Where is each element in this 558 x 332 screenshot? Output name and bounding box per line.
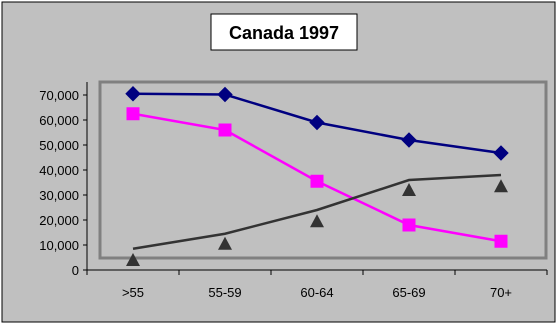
y-tick-label: 20,000 [39,213,79,228]
x-tick-label: 70+ [490,285,512,300]
plot-area-border [98,80,548,260]
data-point-square [310,174,324,188]
title-box [210,13,358,51]
series-0 [125,86,509,161]
data-point-diamond [309,114,325,131]
y-tick-label: 70,000 [39,88,79,103]
y-axis-ticks: 0 10,000 20,000 30,000 40,000 50,000 60,000 70,… [39,88,87,278]
series-layer [125,86,509,266]
chart-area-background [1,1,556,323]
data-point-triangle [402,183,416,196]
y-tick-label: 40,000 [39,163,79,178]
data-point-triangle [218,236,232,250]
y-tick-label: 10,000 [39,238,79,253]
chart-title: Canada 1997 [229,23,339,43]
data-point-diamond [125,86,141,102]
y-tick-label: 60,000 [39,113,79,128]
x-axis-ticks: >55 55-59 60-64 65-69 70+ [86,270,548,300]
x-tick-label: 55-59 [208,285,241,300]
data-point-square [126,107,140,121]
data-point-diamond [401,132,417,148]
x-tick-label: 65-69 [392,285,425,300]
data-point-square [494,234,508,248]
data-point-square [402,218,416,232]
x-tick-label: 60-64 [300,285,333,300]
series-line [132,173,502,250]
data-point-triangle [494,179,508,193]
series-2 [126,179,508,266]
data-point-triangle [310,214,324,228]
series-1 [126,107,508,248]
x-tick-label: >55 [122,285,144,300]
y-tick-label: 50,000 [39,138,79,153]
y-tick-label: 30,000 [39,188,79,203]
data-point-square [218,123,232,137]
data-point-diamond [493,145,509,161]
series-3 [132,173,502,250]
y-tick-label: 0 [72,263,79,278]
data-point-triangle [126,253,140,266]
data-point-diamond [217,86,233,103]
